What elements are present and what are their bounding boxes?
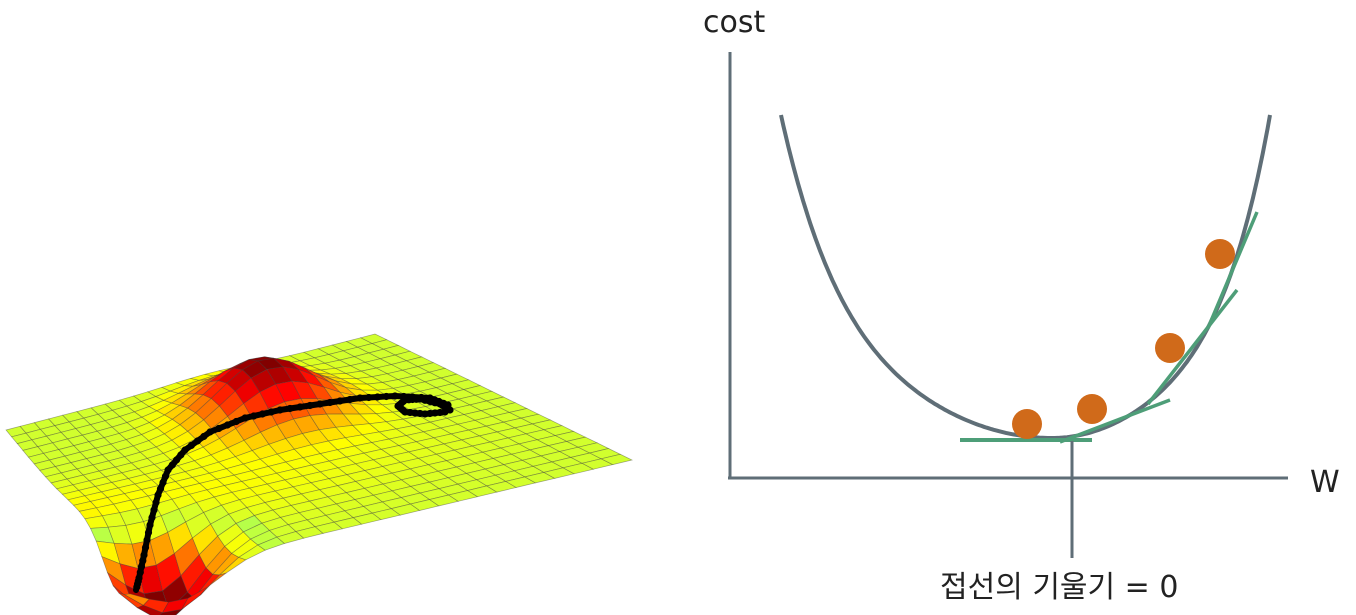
descent-step-dot: [177, 451, 185, 459]
cost-curve-diagram: cost W 접선의 기울기 = 0: [703, 5, 1340, 605]
descent-step-dot: [181, 446, 189, 454]
descent-step-dot: [193, 437, 202, 445]
descent-step-dot: [286, 404, 294, 413]
descent-step-dot: [187, 441, 195, 450]
descent-step-dot: [382, 392, 390, 401]
descent-step-dot: [143, 536, 151, 544]
descent-step-dot: [137, 562, 146, 571]
surface-cell: [554, 431, 587, 442]
surface-mesh: [5, 333, 634, 615]
surface-cell: [508, 408, 540, 419]
descent-step-dot: [346, 395, 354, 404]
descent-step-dot: [373, 393, 382, 401]
descent-step-dot: [136, 568, 144, 576]
gradient-descent-steps: [133, 392, 454, 591]
descent-step-dot: [408, 393, 417, 401]
ball-step-2: [1077, 394, 1107, 424]
descent-step-dot: [326, 398, 334, 407]
descent-step-dot: [356, 394, 364, 402]
descent-step-dot: [164, 466, 172, 474]
descent-step-dot: [144, 528, 153, 537]
surface-cell: [371, 339, 400, 350]
x-axis-label: W: [1310, 465, 1340, 500]
tangent-line-step-2: [1059, 398, 1171, 444]
descent-step-dot: [161, 472, 170, 480]
descent-step-dot: [172, 456, 181, 464]
descent-step-dot: [417, 393, 425, 402]
descent-step-dot: [296, 403, 304, 411]
descent-step-dot: [426, 394, 434, 402]
surface-cell: [405, 356, 435, 367]
descent-step-dot: [306, 401, 314, 410]
surface-cell: [359, 333, 388, 344]
descent-step-dot: [159, 478, 167, 487]
ball-step-3: [1155, 333, 1185, 363]
descent-step-dot: [140, 551, 148, 559]
y-axis-label: cost: [703, 5, 765, 40]
descent-step-dot: [276, 406, 284, 414]
descent-step-dot: [215, 424, 223, 433]
surface-cell: [394, 350, 423, 362]
cost-curve: [779, 114, 1272, 440]
descent-step-dot: [267, 408, 275, 416]
descent-step-dot: [391, 392, 399, 400]
descent-step-dot: [365, 393, 373, 402]
descent-step-dot: [168, 461, 176, 469]
descent-step-dot: [316, 400, 324, 408]
surface-cell: [474, 390, 505, 402]
descent-step-dot: [223, 421, 232, 429]
descent-step-dot: [152, 498, 160, 507]
descent-step-dot: [150, 506, 158, 514]
tangent-slope-caption: 접선의 기울기 = 0: [940, 570, 1178, 605]
descent-step-dot: [156, 485, 165, 493]
tangent-line-step-3: [1146, 288, 1239, 406]
descent-step-dot: [154, 491, 162, 499]
descent-step-dot: [139, 557, 147, 565]
surface-cell: [428, 367, 458, 379]
descent-step-dot: [133, 583, 141, 591]
descent-step-dot: [206, 428, 214, 436]
descent-step-dot: [141, 543, 150, 552]
loss-surface-3d-plot: [5, 333, 634, 615]
descent-step-dot: [241, 414, 249, 422]
ball-step-1: [1012, 409, 1042, 439]
descent-step-dot: [400, 392, 408, 401]
surface-cell: [497, 402, 528, 413]
descent-step-dot: [232, 417, 240, 426]
tangent-line-step-4: [1206, 211, 1259, 329]
surface-cell: [600, 453, 634, 465]
descent-step-dot: [200, 432, 208, 441]
descent-step-dot: [258, 410, 267, 418]
descent-step-dot: [146, 521, 154, 529]
descent-step-dot: [250, 412, 258, 420]
ball-step-4: [1205, 239, 1235, 269]
descent-step-dot: [148, 513, 156, 522]
descent-step-dot: [336, 397, 344, 405]
